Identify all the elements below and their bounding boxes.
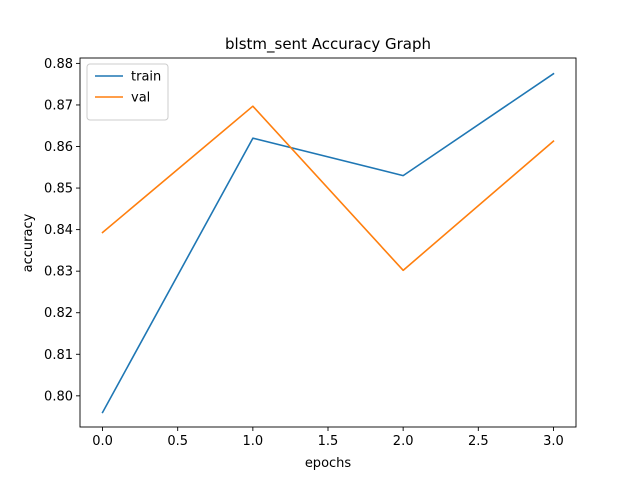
x-tick-label: 0.5 bbox=[167, 434, 188, 449]
x-axis-ticks: 0.0 0.5 1.0 1.5 2.0 2.5 3.0 bbox=[92, 427, 564, 449]
y-tick-label: 0.84 bbox=[44, 223, 73, 238]
legend-label-val: val bbox=[131, 91, 150, 106]
y-axis-ticks: 0.80 0.81 0.82 0.83 0.84 0.85 0.86 0.87 0.88 bbox=[44, 57, 80, 404]
series-line-train bbox=[101, 72, 555, 414]
series-layer bbox=[101, 72, 555, 414]
y-tick-label: 0.88 bbox=[44, 57, 73, 72]
x-tick-label: 1.5 bbox=[318, 434, 339, 449]
y-axis-label: accuracy bbox=[21, 213, 36, 272]
legend-label-train: train bbox=[131, 70, 161, 85]
series-line-val bbox=[101, 105, 555, 272]
x-tick-label: 0.0 bbox=[92, 434, 113, 449]
y-tick-label: 0.86 bbox=[44, 140, 73, 155]
y-tick-label: 0.81 bbox=[44, 348, 73, 363]
x-axis-label: epochs bbox=[305, 456, 352, 471]
legend: train val bbox=[86, 63, 169, 121]
legend-box bbox=[86, 63, 169, 121]
y-tick-label: 0.87 bbox=[44, 98, 73, 113]
x-tick-label: 1.0 bbox=[243, 434, 264, 449]
x-tick-label: 2.5 bbox=[468, 434, 489, 449]
y-tick-label: 0.82 bbox=[44, 306, 73, 321]
x-tick-label: 2.0 bbox=[393, 434, 414, 449]
x-tick-label: 3.0 bbox=[543, 434, 564, 449]
chart-title: blstm_sent Accuracy Graph bbox=[225, 35, 431, 54]
y-tick-label: 0.80 bbox=[44, 389, 73, 404]
y-tick-label: 0.85 bbox=[44, 182, 73, 197]
y-tick-label: 0.83 bbox=[44, 265, 73, 280]
